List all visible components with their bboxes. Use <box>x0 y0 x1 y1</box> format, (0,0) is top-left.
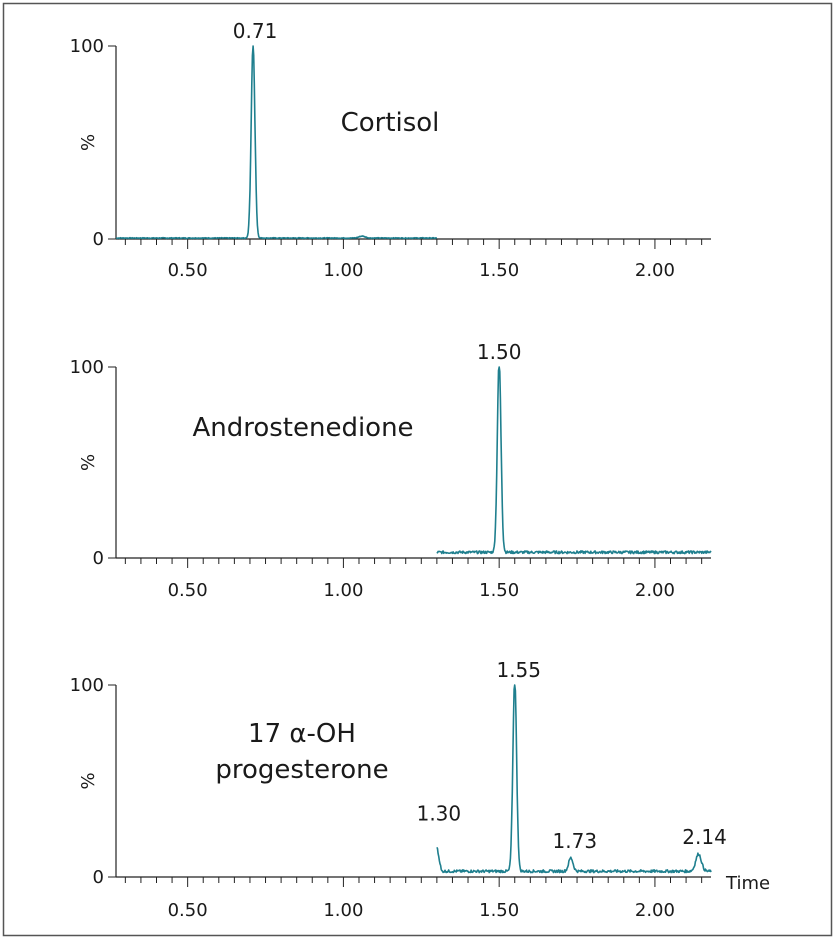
x-tick-label: 0.50 <box>168 900 208 921</box>
peak-label: 2.14 <box>682 825 727 849</box>
y-axis-label: % <box>78 772 99 789</box>
chromatogram-panel-1: 100 0% 0.50 1.00 1.50 2.00 Cortisol 0.71 <box>70 19 711 281</box>
x-tick-label: 2.00 <box>635 260 675 281</box>
x-tick-label: 0.50 <box>168 260 208 281</box>
chromatogram-trace <box>436 366 712 555</box>
x-tick-label: 1.50 <box>479 260 519 281</box>
x-tick-label: 1.50 <box>479 580 519 601</box>
compound-label: Androstenedione <box>192 413 413 443</box>
y-tick-label: 0 <box>93 867 104 888</box>
y-axis-label: % <box>78 134 99 151</box>
x-tick-label: 2.00 <box>635 900 675 921</box>
chromatogram-trace <box>115 45 438 240</box>
chromatogram-panel-3: 100 0% 0.50 1.00 1.50 2.00 Time 17 α-OH progeste… <box>70 658 770 921</box>
x-tick-label: 1.50 <box>479 900 519 921</box>
x-tick-label: 2.00 <box>635 580 675 601</box>
peak-label: 1.73 <box>553 829 598 853</box>
peak-label: 0.71 <box>233 19 278 43</box>
peak-label: 1.55 <box>496 658 541 682</box>
x-tick-label: 1.00 <box>323 260 363 281</box>
compound-label: 17 α-OH <box>248 719 356 749</box>
y-axis-label: % <box>78 454 99 471</box>
y-tick-label: 100 <box>70 36 104 57</box>
x-tick-label: 1.00 <box>323 900 363 921</box>
chromatogram-trace <box>436 684 712 874</box>
y-tick-label: 100 <box>70 675 104 696</box>
peak-label: 1.50 <box>477 340 522 364</box>
x-tick-label: 1.00 <box>323 580 363 601</box>
chromatogram-panel-2: 100 0% 0.50 1.00 1.50 2.00 Androstenedione 1.50 <box>70 340 712 601</box>
x-axis-label: Time <box>725 873 770 894</box>
peak-label: 1.30 <box>417 802 462 826</box>
compound-label: Cortisol <box>341 108 440 138</box>
y-tick-label: 0 <box>93 229 104 250</box>
x-tick-label: 0.50 <box>168 580 208 601</box>
y-tick-label: 0 <box>93 548 104 569</box>
y-tick-label: 100 <box>70 357 104 378</box>
compound-label: progesterone <box>215 755 388 785</box>
